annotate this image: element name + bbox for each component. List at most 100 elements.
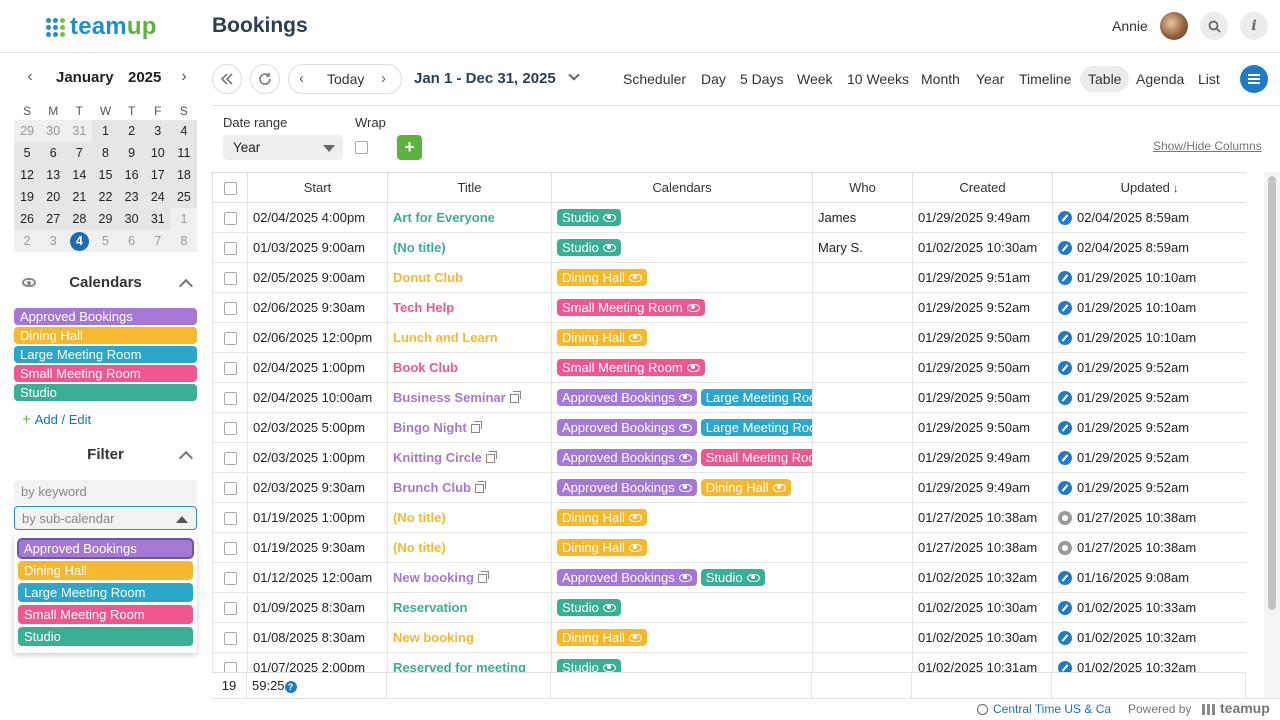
mini-cal-next-icon[interactable]: › xyxy=(181,68,187,85)
mini-cal-day[interactable]: 8 xyxy=(92,142,119,164)
event-title[interactable]: Brunch Club xyxy=(393,480,471,495)
row-checkbox[interactable] xyxy=(223,602,237,616)
updated-cell[interactable]: 01/29/2025 9:52am xyxy=(1052,382,1246,413)
created-cell[interactable]: 01/27/2025 10:38am xyxy=(912,532,1053,563)
calendar-chip[interactable]: Studio xyxy=(557,599,621,617)
mini-cal-day[interactable]: 21 xyxy=(66,186,93,208)
mini-cal-day[interactable]: 6 xyxy=(40,142,67,164)
created-cell[interactable]: 01/29/2025 9:50am xyxy=(912,382,1053,413)
updated-cell[interactable]: 01/02/2025 10:32am xyxy=(1052,622,1246,653)
calendar-chip[interactable]: Studio xyxy=(557,659,621,677)
view-tab-week[interactable]: Week xyxy=(797,71,833,87)
date-range-select[interactable]: Year xyxy=(223,135,343,160)
today-button[interactable]: Today xyxy=(327,71,365,87)
dropdown-option-dining-hall[interactable]: Dining Hall xyxy=(18,561,193,580)
title-cell[interactable]: Bingo Night xyxy=(387,412,552,443)
mini-cal-prev-icon[interactable]: ‹ xyxy=(27,68,33,85)
mini-cal-day[interactable]: 1 xyxy=(170,208,197,230)
created-cell[interactable]: 01/29/2025 9:50am xyxy=(912,412,1053,443)
created-cell[interactable]: 01/29/2025 9:50am xyxy=(912,352,1053,383)
who-cell[interactable]: Mary S. xyxy=(812,232,913,263)
info-icon[interactable]: i xyxy=(1240,12,1268,40)
start-cell[interactable]: 02/03/2025 9:30am xyxy=(247,472,388,503)
title-cell[interactable]: Knitting Circle xyxy=(387,442,552,473)
mini-cal-day[interactable]: 30 xyxy=(40,120,67,142)
start-cell[interactable]: 02/03/2025 1:00pm xyxy=(247,442,388,473)
mini-cal-year[interactable]: 2025 xyxy=(128,69,162,86)
eye-icon[interactable] xyxy=(22,278,36,287)
who-cell[interactable] xyxy=(812,622,913,653)
table-row[interactable]: 02/06/2025 12:00pm Lunch and Learn Dining … xyxy=(212,322,1246,353)
mini-cal-day[interactable]: 29 xyxy=(92,208,119,230)
search-icon[interactable] xyxy=(1200,12,1228,40)
hamburger-menu-button[interactable] xyxy=(1240,65,1268,93)
title-cell[interactable]: New booking xyxy=(387,562,552,593)
updated-cell[interactable]: 01/29/2025 10:10am xyxy=(1052,292,1246,323)
mini-cal-day[interactable]: 5 xyxy=(14,142,41,164)
title-cell[interactable]: (No title) xyxy=(387,532,552,563)
table-row[interactable]: 02/06/2025 9:30am Tech Help Small Meeting … xyxy=(212,292,1246,323)
mini-cal-day[interactable]: 3 xyxy=(144,120,171,142)
who-cell[interactable] xyxy=(812,532,913,563)
mini-cal-day[interactable]: 11 xyxy=(170,142,197,164)
row-checkbox[interactable] xyxy=(223,422,237,436)
show-hide-columns-link[interactable]: Show/Hide Columns xyxy=(1153,139,1262,153)
table-row[interactable]: 02/04/2025 1:00pm Book Club Small Meeting … xyxy=(212,352,1246,383)
table-row[interactable]: 02/03/2025 9:30am Brunch Club Approved Boo… xyxy=(212,472,1246,503)
help-icon[interactable]: ? xyxy=(284,680,297,693)
created-cell[interactable]: 01/29/2025 9:52am xyxy=(912,292,1053,323)
updated-cell[interactable]: 01/29/2025 10:10am xyxy=(1052,322,1246,353)
created-cell[interactable]: 01/02/2025 10:30am xyxy=(912,622,1053,653)
add-edit-calendars-link[interactable]: + Add / Edit xyxy=(22,411,91,428)
row-checkbox[interactable] xyxy=(223,392,237,406)
created-cell[interactable]: 01/29/2025 9:49am xyxy=(912,202,1053,233)
event-title[interactable]: (No title) xyxy=(393,540,446,555)
row-checkbox[interactable] xyxy=(223,272,237,286)
mini-cal-month[interactable]: January xyxy=(56,69,114,86)
dropdown-option-approved-bookings[interactable]: Approved Bookings xyxy=(17,538,194,559)
row-checkbox[interactable] xyxy=(223,332,237,346)
title-cell[interactable]: Art for Everyone xyxy=(387,202,552,233)
date-range-title[interactable]: Jan 1 - Dec 31, 2025 xyxy=(414,70,556,87)
chevron-down-icon[interactable] xyxy=(568,69,580,81)
calendar-chip[interactable]: Large Meeting Room xyxy=(700,419,812,437)
who-cell[interactable] xyxy=(812,592,913,623)
mini-cal-day[interactable]: 16 xyxy=(118,164,145,186)
created-cell[interactable]: 01/27/2025 10:38am xyxy=(912,502,1053,533)
created-cell[interactable]: 01/02/2025 10:30am xyxy=(912,592,1053,623)
mini-cal-day[interactable]: 9 xyxy=(118,142,145,164)
row-checkbox[interactable] xyxy=(223,572,237,586)
title-cell[interactable]: Reservation xyxy=(387,592,552,623)
mini-cal-day[interactable]: 10 xyxy=(144,142,171,164)
calendar-chip[interactable]: Approved Bookings xyxy=(557,389,697,407)
updated-cell[interactable]: 02/04/2025 8:59am xyxy=(1052,202,1246,233)
table-row[interactable]: 02/03/2025 1:00pm Knitting Circle Approved… xyxy=(212,442,1246,473)
mini-cal-day[interactable]: 1 xyxy=(92,120,119,142)
event-title[interactable]: Lunch and Learn xyxy=(393,330,498,345)
title-cell[interactable]: Tech Help xyxy=(387,292,552,323)
row-checkbox[interactable] xyxy=(223,242,237,256)
mini-cal-day[interactable]: 2 xyxy=(118,120,145,142)
start-cell[interactable]: 02/04/2025 4:00pm xyxy=(247,202,388,233)
view-tab-10-weeks[interactable]: 10 Weeks xyxy=(847,71,909,87)
updated-cell[interactable]: 01/29/2025 9:52am xyxy=(1052,442,1246,473)
mini-cal-day[interactable]: 18 xyxy=(170,164,197,186)
column-header-updated[interactable]: Updated ↓ xyxy=(1052,172,1246,203)
calendar-chip[interactable]: Studio xyxy=(557,239,621,257)
who-cell[interactable]: James xyxy=(812,202,913,233)
event-title[interactable]: Reserved for meeting xyxy=(393,660,526,675)
dropdown-option-large-meeting-room[interactable]: Large Meeting Room xyxy=(18,583,193,602)
updated-cell[interactable]: 01/29/2025 9:52am xyxy=(1052,472,1246,503)
calendar-item-large-meeting-room[interactable]: Large Meeting Room xyxy=(14,346,197,363)
calendar-chip[interactable]: Approved Bookings xyxy=(557,569,697,587)
dropdown-option-studio[interactable]: Studio xyxy=(18,627,193,646)
calendar-chip[interactable]: Approved Bookings xyxy=(557,419,697,437)
event-title[interactable]: New booking xyxy=(393,630,474,645)
view-tab-table[interactable]: Table xyxy=(1080,66,1130,92)
title-cell[interactable]: Brunch Club xyxy=(387,472,552,503)
who-cell[interactable] xyxy=(812,412,913,443)
table-row[interactable]: 01/19/2025 1:00pm (No title) Dining Hall 01… xyxy=(212,502,1246,533)
mini-cal-day[interactable]: 26 xyxy=(14,208,41,230)
table-row[interactable]: 02/05/2025 9:00am Donut Club Dining Hall 01… xyxy=(212,262,1246,293)
view-tab-year[interactable]: Year xyxy=(976,71,1005,87)
